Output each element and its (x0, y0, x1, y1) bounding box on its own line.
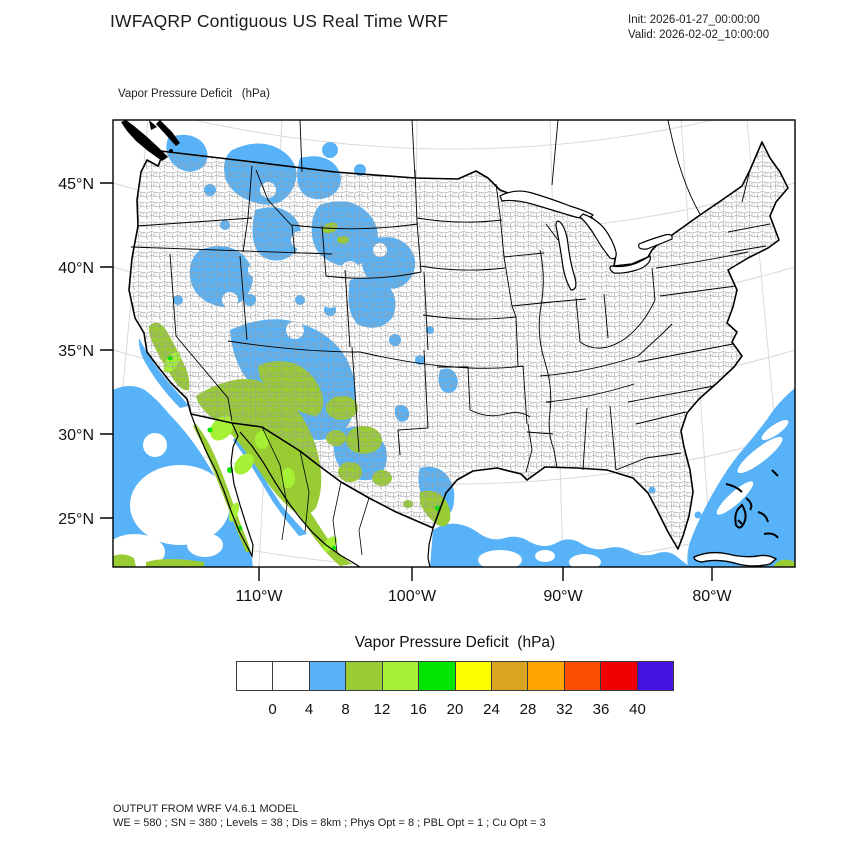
field-label: Vapor Pressure Deficit (hPa) (118, 88, 270, 100)
colorbar-swatch (381, 661, 420, 691)
map-interior (113, 120, 795, 567)
colorbar-swatch (308, 661, 347, 691)
colorbar-tick-label: 28 (519, 701, 537, 718)
lon-label-90w: 90°W (543, 588, 583, 605)
colorbar-tick-label: 24 (483, 701, 500, 718)
lat-label-40n: 40°N (58, 260, 94, 277)
cuba-outline (693, 551, 778, 567)
colorbar-swatch (600, 661, 638, 691)
lat-label-25n: 25°N (58, 511, 94, 528)
colorbar-swatch (563, 661, 602, 691)
vancouver-island (121, 120, 180, 161)
ocean-vpd-white-pockets (113, 419, 789, 567)
footer: OUTPUT FROM WRF V4.6.1 MODEL WE = 580 ; … (113, 803, 546, 830)
footer-config-line: WE = 580 ; SN = 380 ; Levels = 38 ; Dis … (113, 816, 546, 829)
mexico-state-lines (261, 426, 370, 556)
us-coastline-border (128, 141, 789, 550)
colorbar-tick-label: 0 (268, 701, 277, 718)
valid-time-label: Valid: 2026-02-02_10:00:00 (628, 28, 770, 41)
colorbar-tick-label: 8 (341, 701, 350, 718)
colorbar-tick-label: 36 (592, 701, 610, 718)
colorbar-swatch (418, 661, 456, 691)
colorbar-title: Vapor Pressure Deficit (hPa) (354, 634, 556, 651)
footer-model-line: OUTPUT FROM WRF V4.6.1 MODEL (113, 803, 299, 815)
colorbar (236, 661, 675, 691)
colorbar-tick-label: 20 (446, 701, 464, 718)
colorbar-tick-label: 16 (410, 701, 427, 718)
colorbar-tick-label: 32 (556, 701, 573, 718)
run-info: Init: 2026-01-27_00:00:00 Valid: 2026-02… (628, 13, 769, 42)
lat-label-35n: 35°N (58, 343, 94, 360)
map-frame (112, 119, 796, 568)
colorbar-swatch (272, 661, 310, 691)
page-title: IWFAQRP Contiguous US Real Time WRF (110, 11, 449, 31)
colorbar-swatch (490, 661, 529, 691)
init-time-label: Init: 2026-01-27_00:00:00 (628, 14, 760, 26)
bahamas-islands (725, 469, 779, 539)
colorbar-swatch (236, 661, 274, 691)
colorbar-tick-label: 12 (373, 701, 391, 718)
lon-label-100w: 100°W (388, 588, 437, 605)
lon-label-80w: 80°W (692, 588, 732, 605)
colorbar-swatch (454, 661, 492, 691)
lon-label-110w: 110°W (235, 588, 283, 605)
colorbar-swatch (527, 661, 565, 691)
axis-ticks (100, 182, 713, 581)
colorbar-tick-label: 40 (629, 701, 646, 718)
mexico-coastline (190, 413, 434, 567)
lat-label-45n: 45°N (58, 176, 94, 193)
colorbar-swatch (636, 661, 675, 691)
colorbar-swatch (345, 661, 383, 691)
colorbar-tick-label: 4 (304, 701, 314, 718)
axis-labels: 45°N 40°N 35°N 30°N 25°N 110°W 100°W 90°… (58, 176, 732, 605)
great-lakes (499, 190, 673, 291)
lat-label-30n: 30°N (58, 427, 94, 444)
state-boundaries (130, 120, 771, 473)
